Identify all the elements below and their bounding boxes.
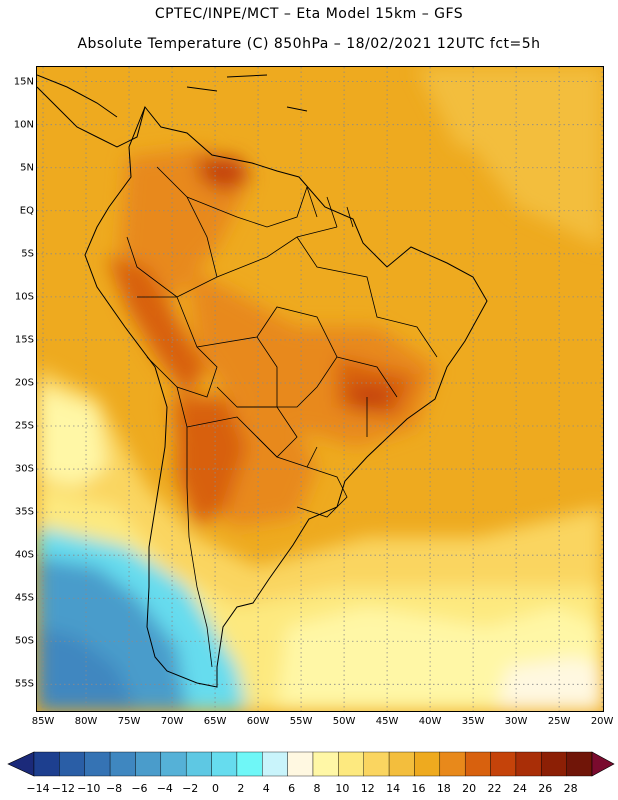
colorbar-swatch [364, 752, 389, 776]
colorbar-tick-label: 18 [437, 782, 451, 795]
lat-label: 20S [2, 377, 34, 388]
map-title: CPTEC/INPE/MCT – Eta Model 15km – GFS [0, 6, 618, 22]
lat-label: 10N [2, 119, 34, 130]
colorbar-swatch [237, 752, 262, 776]
lon-label: 20W [591, 716, 614, 727]
lon-label: 65W [204, 716, 227, 727]
lon-label: 55W [290, 716, 313, 727]
colorbar-tick-label: 16 [411, 782, 425, 795]
temperature-map [36, 66, 604, 712]
lat-label: 15S [2, 334, 34, 345]
colorbar-swatch [491, 752, 516, 776]
lat-label: 35S [2, 507, 34, 518]
colorbar-tick-label: −8 [106, 782, 122, 795]
colorbar-swatch [85, 752, 110, 776]
colorbar-swatch [212, 752, 237, 776]
colorbar-tick-label: 0 [212, 782, 219, 795]
colorbar-swatch [440, 752, 465, 776]
lat-label: 45S [2, 593, 34, 604]
colorbar-tick-label: 20 [462, 782, 476, 795]
colorbar-swatch [516, 752, 541, 776]
lon-label: 40W [419, 716, 442, 727]
colorbar-under-arrow [8, 752, 34, 776]
colorbar-tick-label: 28 [564, 782, 578, 795]
colorbar-tick-label: 2 [237, 782, 244, 795]
lon-label: 35W [462, 716, 485, 727]
colorbar-tick-label: 6 [288, 782, 295, 795]
colorbar-swatch [110, 752, 135, 776]
lon-label: 80W [75, 716, 98, 727]
lat-label: 25S [2, 421, 34, 432]
colorbar-swatch [541, 752, 566, 776]
lat-label: 10S [2, 291, 34, 302]
lat-label: 15N [2, 76, 34, 87]
colorbar-tick-label: 14 [386, 782, 400, 795]
colorbar-tick-label: 4 [263, 782, 270, 795]
colorbar-swatch [135, 752, 160, 776]
colorbar-swatch [567, 752, 592, 776]
colorbar-tick-label: −2 [182, 782, 198, 795]
lon-label: 60W [247, 716, 270, 727]
lat-label: 5S [2, 248, 34, 259]
lat-label: 40S [2, 550, 34, 561]
lat-label: 55S [2, 679, 34, 690]
colorbar-tick-label: −4 [157, 782, 173, 795]
lat-label: EQ [2, 205, 34, 216]
lon-label: 45W [376, 716, 399, 727]
colorbar-swatch [414, 752, 439, 776]
colorbar-swatch [338, 752, 363, 776]
colorbar-over-arrow [592, 752, 614, 776]
colorbar-tick-label: 24 [513, 782, 527, 795]
lat-label: 5N [2, 162, 34, 173]
lon-label: 30W [505, 716, 528, 727]
colorbar-tick-label: 12 [361, 782, 375, 795]
colorbar-swatch [465, 752, 490, 776]
colorbar-swatch [389, 752, 414, 776]
lon-label: 85W [32, 716, 55, 727]
lon-label: 50W [333, 716, 356, 727]
colorbar-tick-label: −6 [131, 782, 147, 795]
colorbar-tick-label: 22 [488, 782, 502, 795]
colorbar-tick-label: −12 [52, 782, 75, 795]
colorbar-swatch [288, 752, 313, 776]
map-subtitle: Absolute Temperature (C) 850hPa – 18/02/… [0, 36, 618, 52]
colorbar-tick-label: 26 [538, 782, 552, 795]
colorbar-tick-label: 8 [314, 782, 321, 795]
colorbar-tick-label: −10 [77, 782, 100, 795]
colorbar-swatch [59, 752, 84, 776]
lat-label: 30S [2, 464, 34, 475]
lat-label: 50S [2, 636, 34, 647]
colorbar-swatch [262, 752, 287, 776]
colorbar-swatch [161, 752, 186, 776]
colorbar-tick-label: 10 [335, 782, 349, 795]
colorbar-tick-label: −14 [26, 782, 49, 795]
colorbar-swatch [313, 752, 338, 776]
lon-label: 75W [118, 716, 141, 727]
colorbar-swatch [34, 752, 59, 776]
lon-label: 25W [548, 716, 571, 727]
lon-label: 70W [161, 716, 184, 727]
colorbar-swatch [186, 752, 211, 776]
